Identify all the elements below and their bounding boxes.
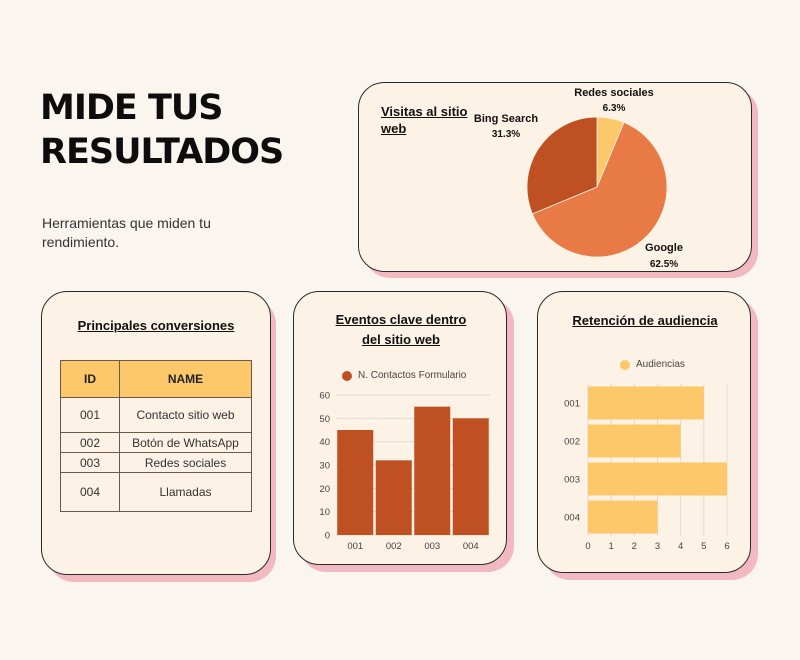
conversions-card: Principales conversiones ID NAME 001 Con… (41, 291, 271, 575)
conversions-table: ID NAME 001 Contacto sitio web 002 Botón… (60, 360, 252, 512)
column-header-id: ID (60, 360, 120, 398)
y-tick-label: 10 (319, 507, 330, 518)
y-tick-label: 50 (319, 414, 330, 425)
table-cell-id: 001 (60, 397, 120, 433)
table-cell-name: Llamadas (119, 472, 252, 512)
table-row: 001 Contacto sitio web (60, 397, 252, 433)
x-tick-label: 5 (701, 541, 706, 552)
table-cell-id: 004 (60, 472, 120, 512)
table-row: 002 Botón de WhatsApp (60, 432, 252, 453)
retention-card: Retención de audiencia Audiencias 0 1 2 3 4 5… (537, 291, 751, 573)
y-tick-label: 60 (319, 391, 330, 402)
pie-slice-label: Bing Search (474, 113, 538, 125)
pie-value-label: 62.5% (650, 259, 678, 270)
page-subtitle: Herramientas que miden tu rendimiento. (42, 215, 211, 250)
events-bar-chart: 0 10 20 30 40 50 60 001 002 003 004 (319, 391, 490, 552)
visits-title-line-2: web (381, 121, 407, 136)
table-cell-name: Botón de WhatsApp (119, 432, 252, 453)
y-tick-label: 30 (319, 461, 330, 472)
bar (337, 430, 374, 535)
events-card: Eventos clave dentro del sitio web N. Co… (293, 291, 507, 565)
y-tick-label: 002 (564, 437, 580, 448)
bar (588, 424, 681, 458)
pie-slice (531, 121, 668, 258)
bar (588, 500, 658, 534)
table-cell-id: 003 (60, 452, 120, 473)
x-tick-label: 6 (724, 541, 729, 552)
pie-value-label: 31.3% (492, 129, 520, 140)
visits-card-title: Visitas al sitio web (381, 103, 467, 137)
bar (588, 462, 727, 496)
bar (414, 406, 451, 535)
pie-value-label: 6.3% (603, 103, 626, 114)
x-tick-label: 4 (678, 541, 683, 552)
events-title-line-1: Eventos clave dentro (335, 312, 467, 327)
pie-slice (526, 116, 598, 215)
x-tick-label: 2 (632, 541, 637, 552)
pie-slice-label: Google (645, 242, 683, 254)
x-tick-label: 002 (386, 541, 402, 552)
x-tick-label: 0 (585, 541, 590, 552)
table-cell-name: Redes sociales (119, 452, 252, 473)
page-title: MIDE TUS RESULTADOS (40, 86, 284, 174)
table-row: 003 Redes sociales (60, 452, 252, 473)
visits-card: Visitas al sitio web Redes sociales 6.3% G… (358, 82, 752, 272)
bar (452, 418, 489, 535)
y-tick-label: 003 (564, 475, 580, 486)
table-row: 004 Llamadas (60, 472, 252, 512)
title-line-2: RESULTADOS (40, 132, 284, 172)
legend-label: N. Contactos Formulario (358, 370, 467, 381)
retention-card-title: Retención de audiencia (572, 313, 718, 328)
x-tick-label: 003 (424, 541, 440, 552)
visits-title-line-1: Visitas al sitio (381, 104, 468, 119)
events-title-line-2: del sitio web (361, 332, 440, 347)
table-header-row: ID NAME (60, 360, 252, 398)
x-tick-label: 001 (347, 541, 363, 552)
visits-pie-chart: Redes sociales 6.3% Google 62.5% Bing Search… (474, 87, 683, 270)
legend-label: Audiencias (636, 359, 685, 370)
y-tick-label: 004 (564, 513, 580, 524)
y-tick-label: 20 (319, 484, 330, 495)
legend-swatch (620, 359, 630, 370)
legend-swatch (342, 370, 352, 381)
events-legend: N. Contactos Formulario (342, 370, 466, 381)
events-card-title: Eventos clave dentro del sitio web (294, 310, 506, 350)
x-tick-label: 3 (655, 541, 660, 552)
y-tick-label: 001 (564, 399, 580, 410)
bar (375, 460, 412, 535)
conversions-card-title: Principales conversiones (77, 318, 235, 333)
table-cell-name: Contacto sitio web (119, 397, 252, 433)
y-tick-label: 40 (319, 437, 330, 448)
x-tick-label: 004 (463, 541, 479, 552)
column-header-name: NAME (119, 360, 252, 398)
table-cell-id: 002 (60, 432, 120, 453)
retention-legend: Audiencias (620, 359, 685, 370)
x-tick-label: 1 (609, 541, 614, 552)
pie-slice-label: Redes sociales (574, 87, 654, 99)
bar (588, 386, 704, 420)
retention-bar-chart: 0 1 2 3 4 5 6 001 002 003 004 (564, 384, 730, 552)
y-tick-label: 0 (325, 531, 330, 542)
title-line-1: MIDE TUS (40, 88, 224, 128)
